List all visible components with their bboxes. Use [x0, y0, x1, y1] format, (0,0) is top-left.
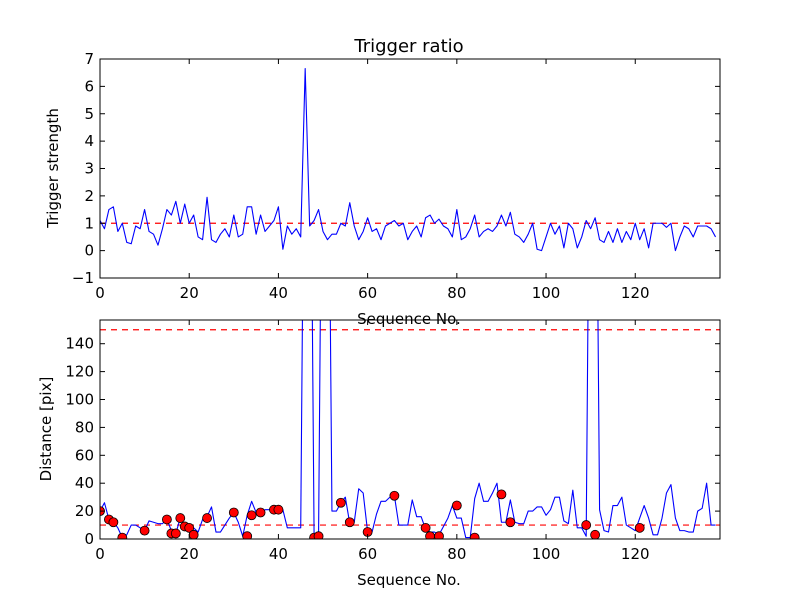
data-layer	[100, 68, 720, 252]
series-line	[100, 320, 716, 539]
x-tick-label: 120	[621, 284, 650, 302]
data-point-marker	[496, 489, 507, 500]
y-tick-label: 5	[84, 105, 94, 123]
data-point-marker	[255, 507, 266, 518]
trigger-ratio-chart: Trigger ratio 0 20 40 60 80 100 120−101234567 …	[44, 36, 721, 328]
data-point-marker	[469, 532, 480, 539]
x-tick-label: 0	[95, 284, 105, 302]
y-tick-label: 3	[84, 160, 94, 178]
distance-chart: 0 20 40 60 80 100 120 0 20 40 60 80 100 120 140 Sequen…	[37, 319, 721, 589]
x-tick-label: 40	[269, 545, 288, 563]
plot-frame	[99, 319, 721, 540]
data-point-marker	[451, 500, 462, 511]
data-point-marker	[505, 517, 516, 528]
y-tick-label: 6	[84, 77, 94, 95]
x-tick-label: 0	[95, 545, 105, 563]
x-axis-label: Sequence No.	[357, 310, 461, 328]
y-tick-label: 0	[84, 530, 94, 548]
data-point-marker	[335, 497, 346, 508]
y-tick-label: 100	[65, 391, 94, 409]
data-point-marker	[344, 517, 355, 528]
data-point-marker	[246, 510, 257, 521]
data-point-marker	[162, 514, 172, 525]
x-tick-label: 100	[532, 284, 561, 302]
y-tick-label: 120	[65, 363, 94, 381]
data-point-marker	[273, 504, 284, 515]
x-tick-label: 40	[269, 284, 288, 302]
data-point-marker	[117, 532, 128, 539]
data-point-marker	[389, 490, 400, 501]
y-tick-label: 4	[84, 132, 94, 150]
x-tick-label: 20	[180, 545, 199, 563]
y-tick-label: 2	[84, 187, 94, 205]
y-tick-label: 140	[65, 335, 94, 353]
y-tick-label: 20	[75, 502, 94, 520]
data-layer	[100, 320, 720, 539]
y-axis-label: Distance [pix]	[37, 377, 55, 482]
data-point-marker	[139, 525, 150, 536]
data-point-marker	[175, 513, 186, 523]
y-tick-label: 80	[75, 418, 94, 436]
x-tick-label: 80	[447, 545, 466, 563]
data-point-marker	[634, 522, 645, 533]
x-tick-label: 60	[358, 545, 377, 563]
x-axis-label: Sequence No.	[357, 571, 461, 589]
data-point-marker	[581, 520, 592, 530]
y-tick-label: 1	[84, 214, 94, 232]
data-point-marker	[434, 531, 444, 539]
x-tick-label: 60	[358, 284, 377, 302]
data-point-marker	[184, 522, 195, 533]
y-tick-label: 0	[84, 242, 94, 260]
chart-title: Trigger ratio	[353, 36, 463, 57]
plot-area: 0 20 40 60 80 100 120 0 20 40 60 80 100 120 140	[65, 319, 721, 563]
data-point-marker	[170, 528, 181, 539]
series-line	[100, 68, 717, 252]
plot-frame	[99, 58, 721, 279]
data-point-marker	[202, 513, 212, 523]
y-tick-label: −1	[72, 269, 94, 287]
data-point-marker	[590, 529, 601, 539]
data-point-marker	[188, 529, 199, 539]
x-tick-label: 100	[532, 545, 561, 563]
x-tick-label: 80	[447, 284, 466, 302]
x-tick-label: 120	[621, 545, 650, 563]
y-tick-label: 7	[84, 50, 94, 68]
data-point-marker	[313, 531, 324, 539]
x-tick-label: 20	[180, 284, 199, 302]
y-axis-label: Trigger strength	[44, 108, 62, 229]
y-tick-label: 40	[75, 474, 94, 492]
y-tick-label: 60	[75, 446, 94, 464]
data-point-marker	[228, 507, 239, 518]
data-point-marker	[108, 517, 119, 528]
data-point-marker	[420, 522, 431, 533]
data-point-marker	[242, 531, 253, 539]
